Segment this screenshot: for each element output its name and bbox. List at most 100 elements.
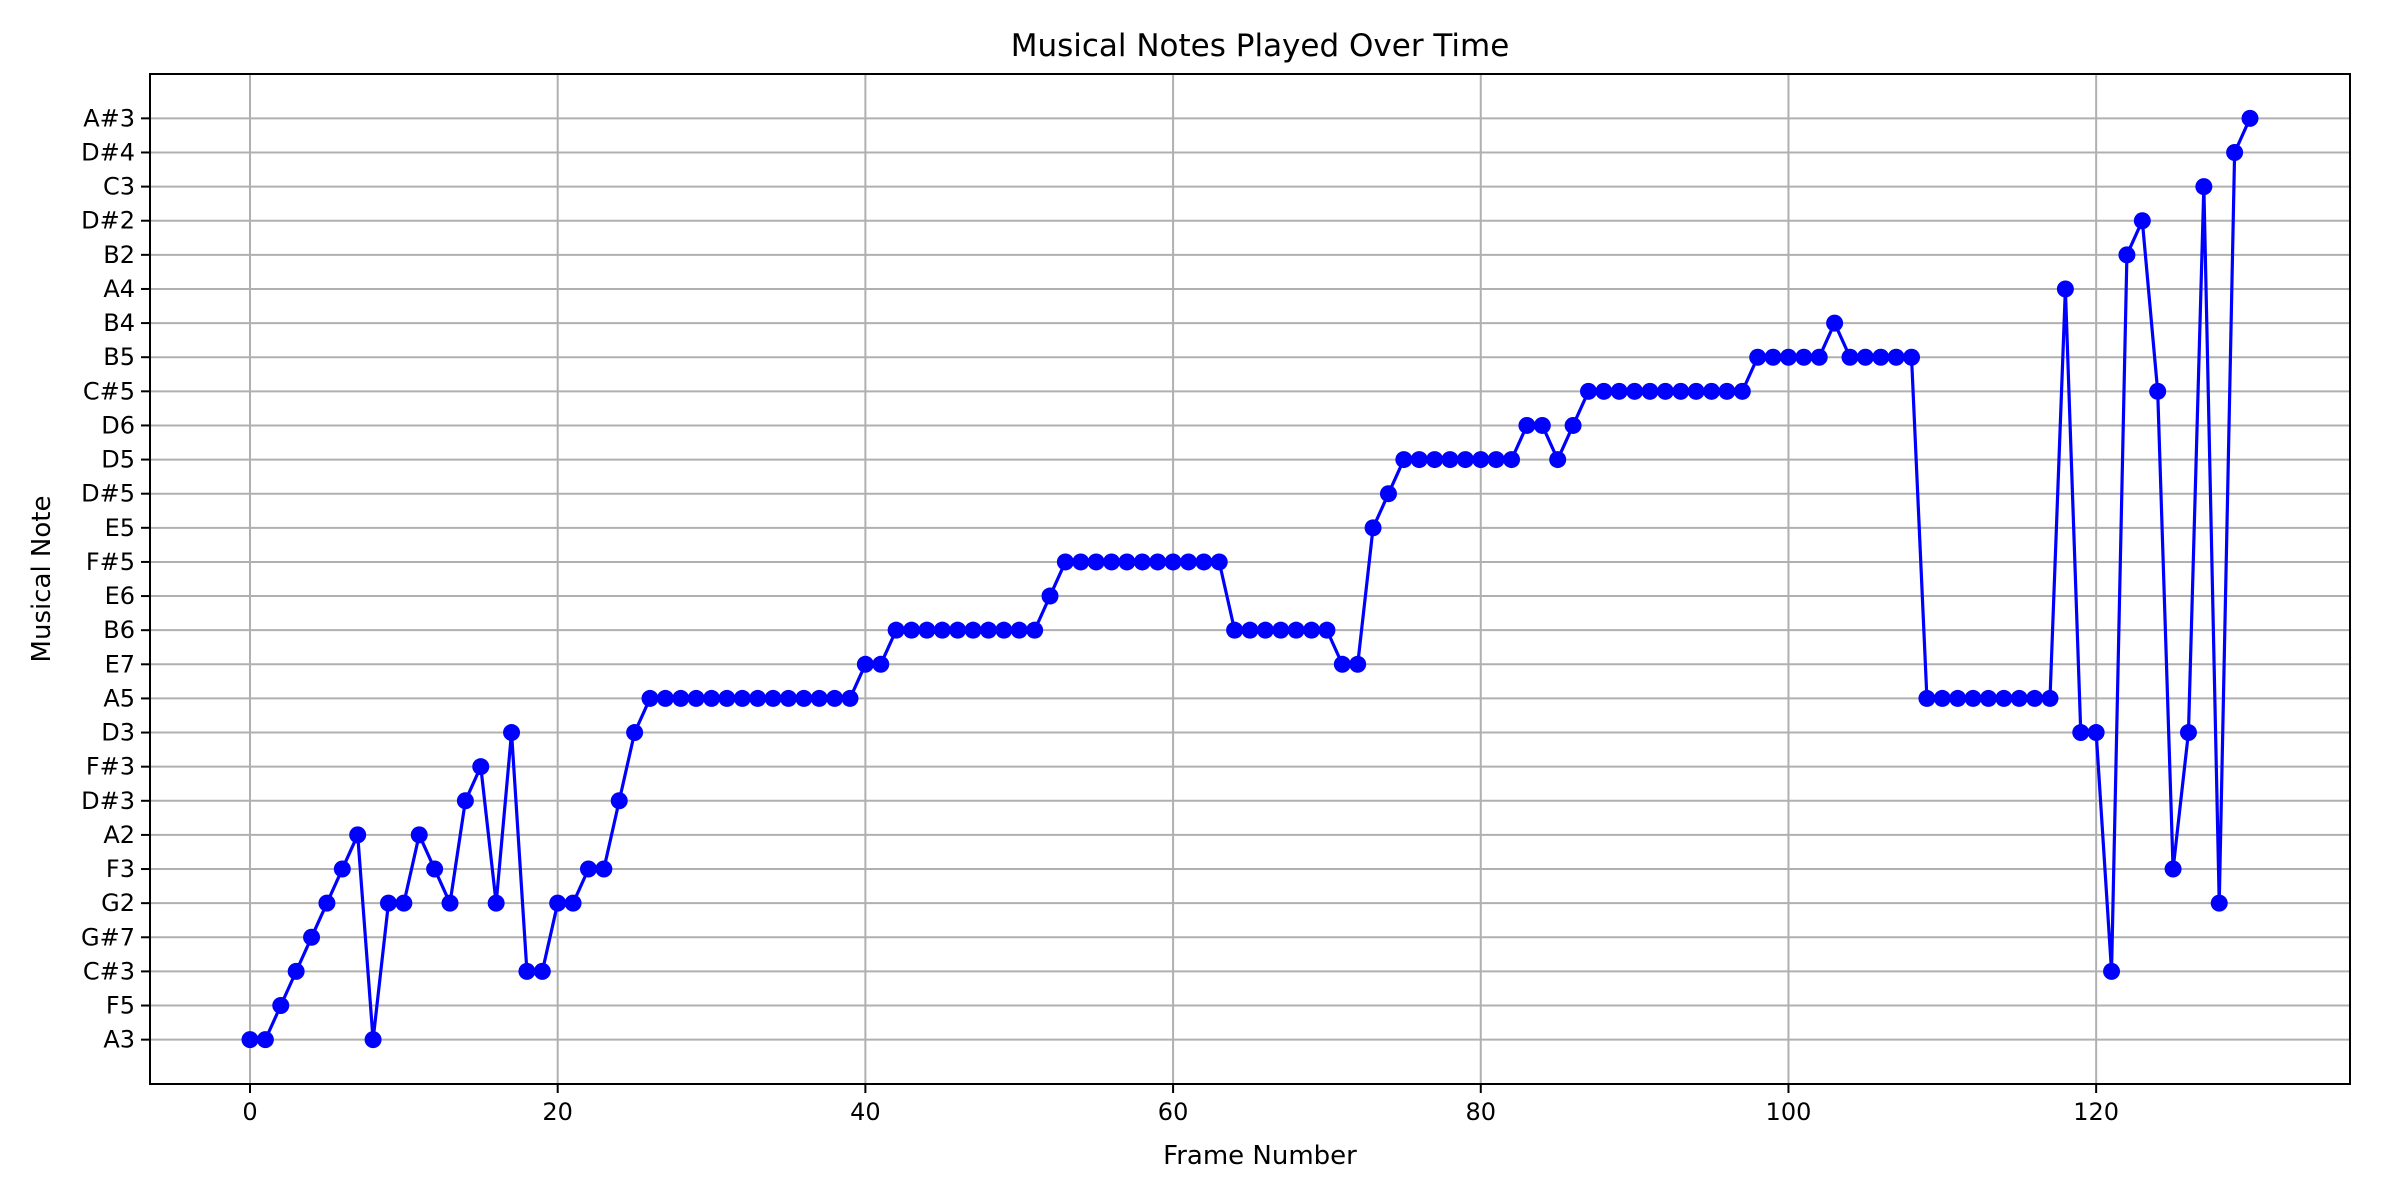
data-point bbox=[2226, 143, 2244, 161]
data-point bbox=[503, 724, 521, 742]
data-point bbox=[1810, 348, 1828, 366]
data-point bbox=[241, 1031, 259, 1049]
data-point bbox=[826, 689, 844, 707]
data-point bbox=[1118, 553, 1136, 571]
data-point bbox=[303, 928, 321, 946]
y-tick-label: B5 bbox=[103, 343, 135, 371]
data-point bbox=[1949, 689, 1967, 707]
data-point bbox=[1133, 553, 1151, 571]
y-tick-label: D#3 bbox=[81, 787, 135, 815]
data-point bbox=[1595, 382, 1613, 400]
data-point bbox=[456, 792, 474, 810]
data-point bbox=[395, 894, 413, 912]
data-point bbox=[1579, 382, 1597, 400]
data-point bbox=[441, 894, 459, 912]
chart-title: Musical Notes Played Over Time bbox=[1011, 28, 1510, 64]
data-point bbox=[1841, 348, 1859, 366]
y-tick-label: C3 bbox=[103, 173, 135, 201]
data-point bbox=[2072, 724, 2090, 742]
y-tick-label: F3 bbox=[106, 855, 135, 883]
data-point bbox=[703, 689, 721, 707]
data-point bbox=[1026, 621, 1044, 639]
data-point bbox=[1164, 553, 1182, 571]
data-point bbox=[1733, 382, 1751, 400]
y-tick-label: D#2 bbox=[81, 207, 135, 235]
data-point bbox=[549, 894, 567, 912]
y-tick-label: D#5 bbox=[81, 480, 135, 508]
data-point bbox=[1933, 689, 1951, 707]
data-point bbox=[1318, 621, 1336, 639]
data-point bbox=[1610, 382, 1628, 400]
grid bbox=[150, 74, 2350, 1084]
data-point bbox=[487, 894, 505, 912]
ticks: 0 20 40 60 80 100 120 A3 F5 C#3 G#7 G2 F3 A2 D#3 F#3 D3 A… bbox=[81, 104, 2119, 1126]
data-point bbox=[1072, 553, 1090, 571]
data-point bbox=[733, 689, 751, 707]
x-axis-title: Frame Number bbox=[1163, 1141, 1357, 1171]
data-point bbox=[1764, 348, 1782, 366]
data-point bbox=[1041, 587, 1059, 605]
data-point bbox=[1856, 348, 1874, 366]
data-point bbox=[1503, 451, 1521, 469]
y-tick-label: F#3 bbox=[86, 753, 135, 781]
data-point bbox=[1010, 621, 1028, 639]
data-point bbox=[1149, 553, 1167, 571]
data-point bbox=[472, 758, 490, 776]
data-point bbox=[1656, 382, 1674, 400]
data-point bbox=[1349, 655, 1367, 673]
x-tick-label: 100 bbox=[1766, 1098, 1812, 1126]
data-point bbox=[933, 621, 951, 639]
data-point bbox=[749, 689, 767, 707]
data-point bbox=[1103, 553, 1121, 571]
data-point bbox=[2041, 689, 2059, 707]
data-point bbox=[2164, 860, 2182, 878]
data-point bbox=[995, 621, 1013, 639]
data-point bbox=[1441, 451, 1459, 469]
data-point bbox=[1641, 382, 1659, 400]
data-point bbox=[256, 1031, 274, 1049]
y-tick-label: D#4 bbox=[81, 138, 135, 166]
data-point bbox=[918, 621, 936, 639]
data-point bbox=[964, 621, 982, 639]
data-point bbox=[2010, 689, 2028, 707]
data-point bbox=[2133, 212, 2151, 230]
data-point bbox=[533, 962, 551, 980]
y-tick-label: G2 bbox=[101, 889, 135, 917]
data-point bbox=[1979, 689, 1997, 707]
data-point bbox=[903, 621, 921, 639]
data-point bbox=[349, 826, 367, 844]
data-point bbox=[2179, 724, 2197, 742]
data-point bbox=[641, 689, 659, 707]
y-tick-label: A#3 bbox=[83, 104, 135, 132]
y-tick-label: D5 bbox=[101, 446, 135, 474]
data-point bbox=[595, 860, 613, 878]
data-point bbox=[2149, 382, 2167, 400]
data-point bbox=[1518, 416, 1536, 434]
data-point bbox=[841, 689, 859, 707]
x-tick-label: 80 bbox=[1465, 1098, 1496, 1126]
data-point bbox=[1872, 348, 1890, 366]
data-point bbox=[287, 962, 305, 980]
x-tick-label: 60 bbox=[1158, 1098, 1189, 1126]
data-point bbox=[1410, 451, 1428, 469]
data-point bbox=[1210, 553, 1228, 571]
data-point bbox=[856, 655, 874, 673]
data-point bbox=[887, 621, 905, 639]
data-point bbox=[610, 792, 628, 810]
y-tick-label: A5 bbox=[103, 684, 135, 712]
data-point bbox=[795, 689, 813, 707]
data-point bbox=[949, 621, 967, 639]
y-tick-label: C#3 bbox=[83, 957, 135, 985]
y-tick-label: A2 bbox=[103, 821, 135, 849]
x-tick-label: 0 bbox=[242, 1098, 257, 1126]
data-point bbox=[1826, 314, 1844, 332]
data-point bbox=[1995, 689, 2013, 707]
data-point bbox=[426, 860, 444, 878]
y-tick-label: F5 bbox=[106, 992, 135, 1020]
data-point bbox=[1426, 451, 1444, 469]
data-point bbox=[364, 1031, 382, 1049]
data-point bbox=[1687, 382, 1705, 400]
data-point bbox=[1549, 451, 1567, 469]
data-point bbox=[1364, 519, 1382, 537]
data-point bbox=[379, 894, 397, 912]
